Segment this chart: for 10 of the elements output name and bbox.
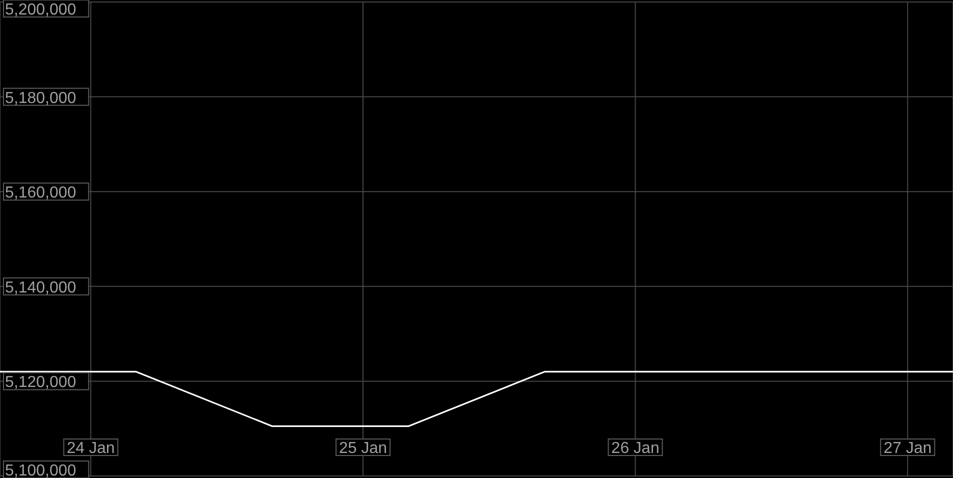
- y-tick-label: 5,160,000: [5, 184, 76, 202]
- y-tick-label: 5,140,000: [5, 279, 76, 296]
- y-tick-label: 5,100,000: [5, 462, 76, 478]
- x-tick-label: 25 Jan: [339, 440, 388, 457]
- x-tick-label: 27 Jan: [884, 440, 932, 457]
- x-tick-label: 24 Jan: [66, 440, 115, 457]
- y-tick-label: 5,180,000: [5, 90, 76, 107]
- y-tick-label: 5,200,000: [5, 2, 76, 18]
- y-tick-label: 5,120,000: [5, 374, 76, 392]
- x-tick-label: 26 Jan: [611, 440, 660, 457]
